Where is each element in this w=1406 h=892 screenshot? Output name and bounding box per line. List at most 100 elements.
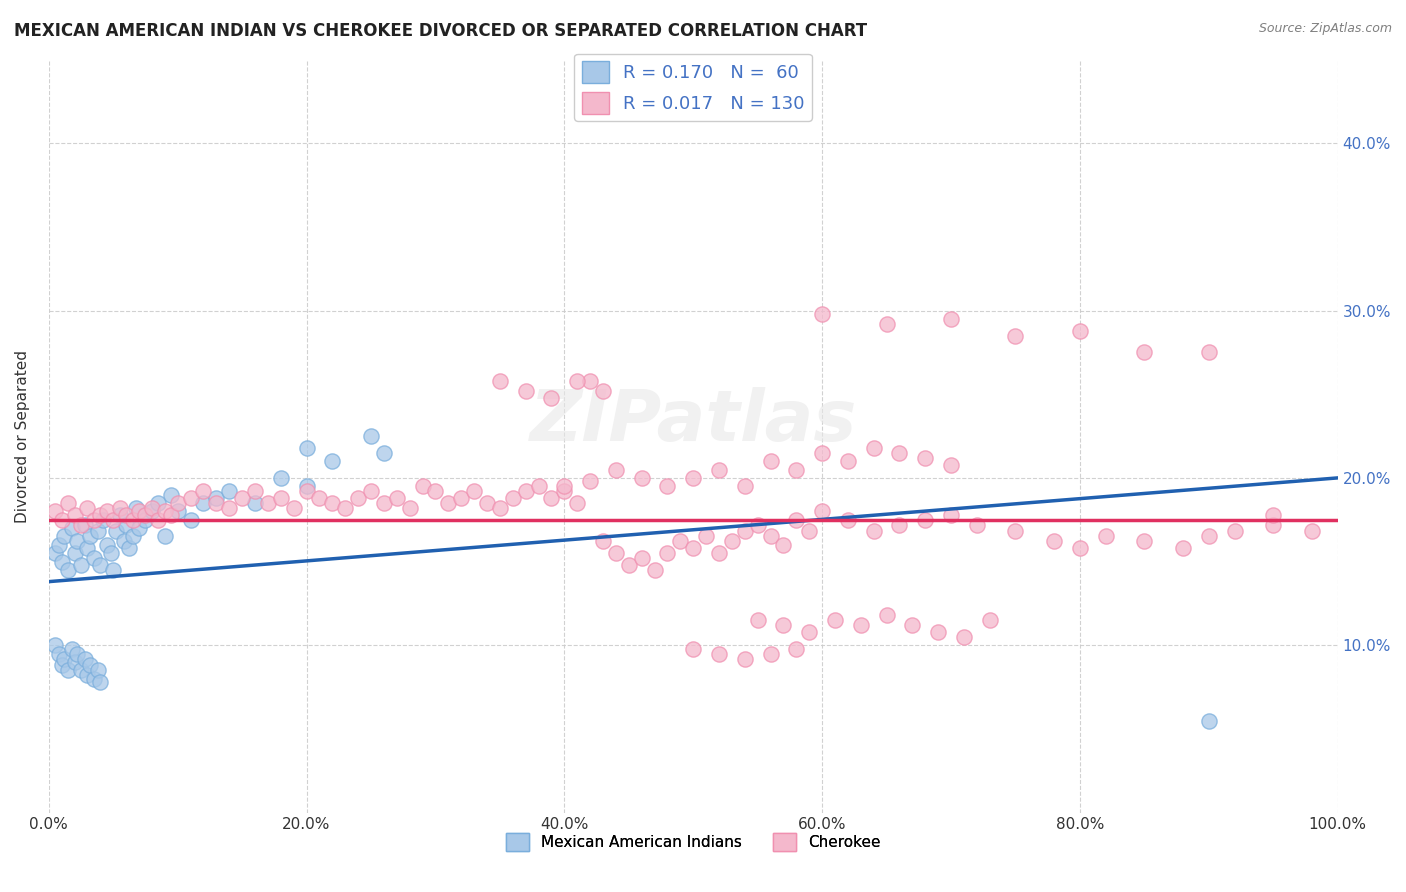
Point (747, 517, 769, 532)
Point (1043, 534, 1066, 549)
Legend: Mexican American Indians, Cherokee: Mexican American Indians, Cherokee (501, 827, 886, 857)
Y-axis label: Divorced or Separated: Divorced or Separated (15, 350, 30, 523)
Point (579, 475, 602, 489)
Point (193, 496, 215, 510)
Point (48, 538, 70, 552)
Point (153, 529, 176, 543)
Point (785, 513, 807, 527)
Point (103, 563, 125, 577)
Point (669, 534, 692, 549)
Point (1069, 324, 1091, 338)
Point (450, 491, 472, 505)
Point (707, 647, 730, 661)
Point (617, 558, 640, 572)
Point (166, 496, 188, 510)
Point (89, 508, 111, 522)
Point (502, 491, 524, 505)
Point (53, 529, 76, 543)
Point (56, 496, 79, 510)
Point (243, 496, 266, 510)
Point (799, 524, 821, 539)
Point (270, 491, 292, 505)
Point (889, 517, 911, 532)
Point (193, 484, 215, 499)
Point (914, 450, 936, 465)
Point (515, 384, 537, 398)
Point (70, 663, 93, 677)
Point (592, 384, 614, 398)
Point (83, 513, 105, 527)
Text: MEXICAN AMERICAN INDIAN VS CHEROKEE DIVORCED OR SEPARATED CORRELATION CHART: MEXICAN AMERICAN INDIAN VS CHEROKEE DIVO… (14, 22, 868, 40)
Point (785, 462, 807, 476)
Point (553, 484, 575, 499)
Point (115, 508, 138, 522)
Point (148, 496, 170, 510)
Point (73, 651, 96, 665)
Point (837, 513, 859, 527)
Point (605, 546, 627, 560)
Point (747, 613, 769, 627)
Point (489, 374, 512, 388)
Point (695, 529, 717, 543)
Point (657, 546, 679, 560)
Point (1171, 541, 1194, 556)
Point (44, 638, 66, 652)
Point (63, 546, 86, 560)
Point (48, 647, 70, 661)
Point (527, 479, 550, 493)
Point (824, 613, 846, 627)
Text: Source: ZipAtlas.com: Source: ZipAtlas.com (1258, 22, 1392, 36)
Point (295, 484, 318, 499)
Point (1198, 529, 1220, 543)
Point (96, 538, 118, 552)
Point (540, 491, 562, 505)
Point (901, 618, 924, 632)
Point (1263, 517, 1285, 532)
Point (837, 454, 859, 468)
Point (103, 513, 125, 527)
Point (579, 374, 602, 388)
Point (734, 651, 756, 665)
Point (104, 524, 127, 539)
Point (515, 484, 537, 499)
Point (1223, 524, 1246, 539)
Point (759, 454, 782, 468)
Point (44, 546, 66, 560)
Point (1133, 345, 1156, 359)
Point (321, 496, 343, 510)
Point (385, 491, 408, 505)
Point (63, 655, 86, 669)
Point (205, 491, 228, 505)
Point (1263, 508, 1285, 522)
Point (205, 496, 228, 510)
Point (412, 479, 434, 493)
Point (243, 484, 266, 499)
Point (876, 317, 898, 331)
Point (83, 551, 105, 566)
Point (79, 658, 101, 673)
Point (811, 307, 834, 321)
Point (44, 504, 66, 518)
Point (308, 491, 330, 505)
Point (283, 501, 305, 516)
Point (862, 441, 884, 455)
Point (128, 504, 150, 518)
Point (89, 558, 111, 572)
Point (876, 608, 898, 623)
Point (630, 551, 652, 566)
Point (128, 521, 150, 535)
Point (141, 504, 163, 518)
Point (96, 504, 118, 518)
Point (51, 555, 73, 569)
Point (1133, 534, 1156, 549)
Text: ZIPatlas: ZIPatlas (530, 386, 856, 456)
Point (180, 491, 202, 505)
Point (939, 508, 962, 522)
Point (108, 501, 131, 516)
Point (83, 672, 105, 686)
Point (1069, 541, 1091, 556)
Point (373, 496, 395, 510)
Point (166, 504, 188, 518)
Point (335, 501, 357, 516)
Point (347, 491, 370, 505)
